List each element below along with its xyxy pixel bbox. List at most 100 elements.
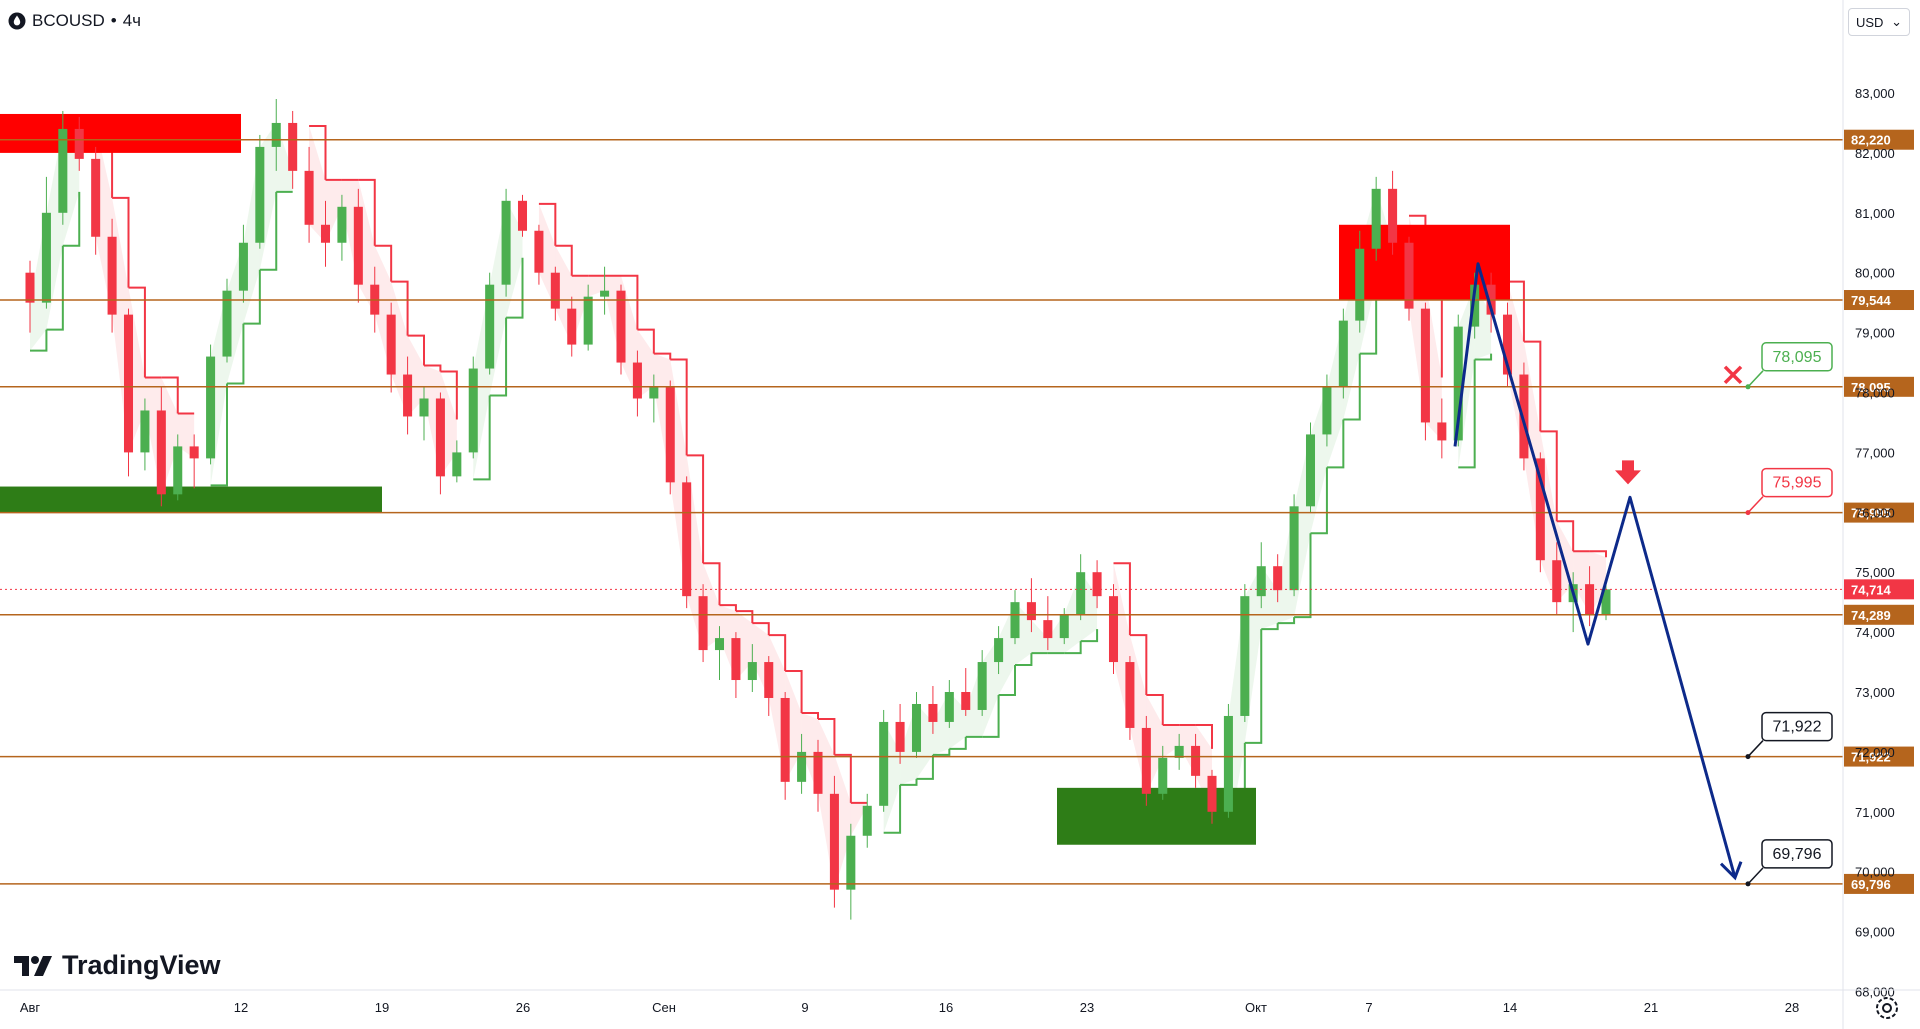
candle-body: [1191, 745, 1201, 776]
time-axis[interactable]: Авг 12 19 26 Сен 9 16 23 Окт 7 14 21 28: [0, 989, 1920, 1015]
candle-body: [977, 662, 987, 710]
trail-line-down: [112, 196, 130, 288]
candle-body: [337, 206, 347, 243]
candle-body: [1059, 614, 1069, 639]
trail-line-down: [1507, 280, 1525, 342]
candle-body: [567, 308, 577, 345]
price-tick-label: 78,000: [1855, 386, 1895, 401]
level-price-label: 78,095: [1851, 380, 1891, 395]
level-price-tag: [1844, 604, 1914, 625]
annotation-label: 78,095: [1773, 349, 1822, 366]
candle-body: [1240, 596, 1250, 716]
candle-body: [1305, 434, 1316, 507]
header-separator: •: [110, 11, 117, 30]
trail-line-up: [1244, 629, 1263, 744]
trail-line-up: [998, 665, 1016, 696]
price-axis[interactable]: 68,000 69,000 70,000 71,000 72,000 73,000 74,0…: [1842, 0, 1895, 1029]
annotation-leader: [1747, 740, 1764, 758]
levels-layer: 82,220 79,544 78,095 75,995 74,289 71,922 69,7…: [0, 129, 1914, 894]
trail-line-down: [768, 634, 787, 672]
trail-line-down: [1129, 634, 1148, 695]
candle-body: [222, 290, 232, 357]
price-tick-label: 69,000: [1855, 925, 1895, 940]
candle-body: [994, 638, 1004, 663]
trail-line-up: [932, 748, 951, 756]
candle-body: [1010, 602, 1020, 639]
candle-body: [1174, 745, 1184, 758]
trail-line-up: [900, 778, 918, 786]
candles-layer: [25, 98, 1611, 920]
candle-body: [747, 662, 757, 681]
logo-text: TradingView: [62, 950, 221, 980]
trail-line-up: [46, 245, 64, 331]
trail-line-up: [883, 784, 902, 834]
price-tick-label: 70,000: [1855, 865, 1895, 880]
candle-body: [1502, 314, 1513, 375]
candle-body: [1535, 458, 1545, 561]
candle-body: [1076, 572, 1086, 615]
candle-body: [156, 410, 166, 495]
candle-body: [107, 236, 117, 315]
candle-body: [91, 158, 101, 237]
candle-body: [1404, 242, 1414, 309]
price-tick-label: 71,000: [1855, 805, 1895, 820]
trail-line-up: [259, 191, 278, 271]
time-tick-label: 12: [234, 1000, 248, 1015]
candle-body: [879, 721, 889, 806]
trail-line-down: [358, 178, 376, 246]
time-tick-label: 23: [1080, 1000, 1094, 1015]
candle-body: [600, 290, 610, 297]
candle-body: [714, 638, 725, 651]
candle-body: [485, 284, 495, 369]
candle-body: [944, 692, 954, 722]
trail-line-up: [1277, 617, 1296, 625]
trail-line-up: [489, 317, 508, 397]
annotation-box[interactable]: [1761, 711, 1833, 742]
tradingview-logo[interactable]: TradingView: [14, 950, 221, 981]
currency-select[interactable]: USD ⌄: [1848, 8, 1910, 36]
time-tick-label: 26: [516, 1000, 530, 1015]
symbol-header[interactable]: BCOUSD • 4ч: [8, 8, 141, 34]
tradingview-logo-icon: [14, 955, 52, 976]
price-tick-label: 81,000: [1855, 206, 1895, 221]
candle-body: [1585, 584, 1595, 615]
trail-line-down: [752, 622, 770, 636]
trail-line-down: [621, 274, 639, 330]
timeframe-label: 4ч: [122, 11, 141, 30]
price-tick-label: 73,000: [1855, 685, 1895, 700]
trail-line-up: [1310, 467, 1328, 535]
level-price-tag: [1844, 873, 1914, 894]
trail-line-down: [1146, 693, 1164, 725]
trail-line-up: [1261, 623, 1279, 631]
level-price-label: 74,289: [1851, 608, 1891, 623]
current-price-label: 74,714: [1851, 582, 1892, 597]
annotation-box[interactable]: [1761, 839, 1833, 869]
candle-body: [1207, 775, 1217, 812]
candle-body: [1420, 308, 1430, 423]
candle-body: [1519, 374, 1529, 459]
time-tick-label: Сен: [652, 1000, 676, 1015]
trail-line-down: [719, 604, 737, 612]
demand-zone: [0, 486, 382, 513]
annotation-label: 71,922: [1773, 719, 1822, 736]
candle-body: [304, 170, 314, 225]
annotation-box[interactable]: [1761, 342, 1833, 372]
candle-body: [1437, 422, 1447, 441]
demand-zone: [1057, 787, 1256, 845]
candle-body: [1108, 596, 1119, 663]
trail-line-up: [62, 191, 81, 247]
trail-line-up: [30, 329, 48, 352]
price-tick-label: 76,000: [1855, 505, 1895, 520]
symbol-name: BCOUSD: [32, 11, 105, 30]
trail-line-down: [1113, 562, 1131, 636]
candle-body: [58, 128, 68, 213]
level-price-label: 79,544: [1851, 293, 1892, 308]
annotation-box[interactable]: [1761, 467, 1833, 498]
current-price-tag: [1844, 579, 1914, 600]
gear-icon[interactable]: [1874, 995, 1900, 1021]
candle-body: [895, 721, 905, 752]
candle-body: [74, 128, 84, 159]
trail-line-down: [309, 124, 327, 180]
trail-line-down: [538, 202, 557, 246]
